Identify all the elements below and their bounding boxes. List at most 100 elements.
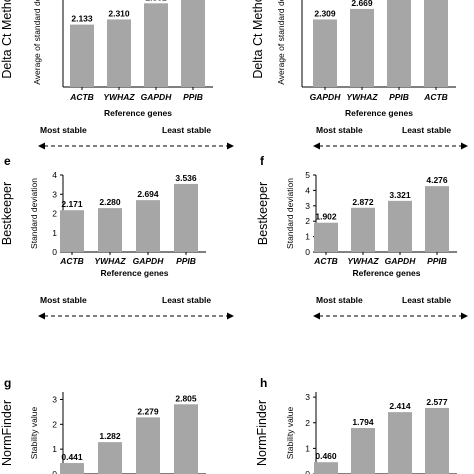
chart5-value-label-3: 2.279 (137, 406, 159, 416)
chart1-bar-3 (144, 3, 168, 87)
chart4-bar-2 (351, 207, 375, 252)
chart4-category-label-1: ACTB (313, 256, 338, 266)
chart5-bar-2 (98, 442, 122, 474)
chart5-panel-letter: g (4, 376, 11, 390)
chart6-bar-2 (351, 428, 375, 474)
chart5-value-label-2: 1.282 (99, 431, 121, 441)
chart5-row-label: NormFinder (0, 400, 14, 466)
chart5-y-tick-label-3: 3 (52, 394, 57, 404)
chart5-bar-1 (60, 463, 84, 474)
chart5-y-tick-label-1: 1 (52, 444, 57, 454)
chart3-category-label-1: ACTB (59, 256, 84, 266)
chart4-y-axis-label: Standard deviation (285, 178, 295, 249)
chart3-panel-letter: e (4, 154, 11, 168)
chart6-y-axis-label: Stability value (285, 407, 295, 460)
chart2-y-axis-label: Average of standard dev (276, 0, 286, 85)
chart4-value-label-4: 4.276 (426, 175, 448, 185)
chart5-value-label-4: 2.805 (175, 393, 197, 403)
chart1-value-label-3: 2.861 (145, 0, 167, 2)
chart2-bar-2 (350, 8, 374, 88)
chart3-arrow-right-icon (227, 312, 234, 320)
chart4-value-label-1: 1.902 (315, 212, 337, 222)
chart3-value-label-3: 2.694 (137, 189, 159, 199)
chart4-arrow-right-icon (461, 312, 468, 320)
chart3-y-tick-label-0: 0 (52, 247, 57, 257)
chart4-y-tick-label-5: 5 (305, 170, 310, 180)
chart3-value-label-2: 2.280 (99, 197, 121, 207)
chart3-y-tick-label-2: 2 (52, 209, 57, 219)
chart6-panel-letter: h (260, 376, 267, 390)
chart4-y-tick-label-1: 1 (305, 232, 310, 242)
chart6-bar-1 (314, 462, 338, 474)
chart5-bar-4 (174, 404, 198, 474)
chart5-y-tick-label-0: 0 (52, 469, 57, 474)
chart2-value-label-1: 2.309 (314, 8, 336, 18)
chart2-row-label: Delta Ct Method (251, 0, 265, 79)
chart3-bar-1 (60, 210, 84, 252)
chart6-y-tick-label-0: 0 (305, 469, 310, 474)
chart3-bar-2 (98, 208, 122, 252)
chart3-category-label-3: GAPDH (133, 256, 165, 266)
chart3-x-axis-label: Reference genes (100, 268, 168, 278)
chart6-value-label-3: 2.414 (389, 401, 411, 411)
chart4-y-tick-label-0: 0 (305, 247, 310, 257)
chart1-most-stable-label: Most stable (40, 125, 87, 135)
chart5-bar-3 (136, 417, 160, 474)
chart4-value-label-3: 3.321 (389, 190, 411, 200)
chart6-value-label-4: 2.577 (426, 397, 448, 407)
chart2-category-label-2: YWHAZ (346, 92, 378, 102)
chart4-category-label-3: GAPDH (385, 256, 417, 266)
chart1-arrow-right-icon (227, 142, 234, 150)
chart1-category-label-1: ACTB (69, 92, 94, 102)
chart3-bar-4 (174, 183, 198, 252)
chart2-category-label-3: PPIB (389, 92, 409, 102)
chart1-least-stable-label: Least stable (162, 125, 211, 135)
chart4-panel-letter: f (260, 154, 265, 168)
chart3-y-tick-label-4: 4 (52, 170, 57, 180)
chart4-row-label: Bestkeeper (256, 182, 270, 245)
chart5-y-axis-label: Stability value (29, 407, 39, 460)
chart6-bar-3 (388, 412, 412, 474)
chart2-category-label-1: GAPDH (310, 92, 342, 102)
chart4-y-tick-label-3: 3 (305, 201, 310, 211)
chart3-bar-3 (136, 200, 160, 252)
chart3-row-label: Bestkeeper (0, 182, 14, 245)
chart2-x-axis-label: Reference genes (345, 108, 413, 118)
chart1-x-axis-label: Reference genes (104, 108, 172, 118)
chart5-y-tick-label-2: 2 (52, 419, 57, 429)
chart1-bar-1 (70, 24, 94, 88)
chart1-category-label-2: YWHAZ (103, 92, 135, 102)
chart3-y-axis-label: Standard deviation (29, 178, 39, 249)
chart3-value-label-1: 2.171 (61, 199, 83, 209)
chart6-y-tick-label-1: 1 (305, 443, 310, 453)
chart2-arrow-right-icon (461, 142, 468, 150)
chart4-bar-4 (425, 186, 449, 252)
chart2-most-stable-label: Most stable (316, 125, 363, 135)
chart1-value-label-2: 2.310 (108, 8, 130, 18)
chart4-most-stable-label: Most stable (316, 295, 363, 305)
chart4-bar-1 (314, 222, 338, 252)
chart6-value-label-2: 1.794 (352, 417, 374, 427)
chart3-y-tick-label-3: 3 (52, 189, 57, 199)
chart1-category-label-3: GAPDH (141, 92, 173, 102)
chart6-y-tick-label-3: 3 (305, 392, 310, 402)
chart1-category-label-4: PPIB (183, 92, 203, 102)
chart3-arrow-left-icon (38, 312, 45, 320)
chart4-arrow-left-icon (313, 312, 320, 320)
chart6-y-tick-label-2: 2 (305, 418, 310, 428)
chart5-value-label-1: 0.441 (61, 452, 83, 462)
chart1-bar-2 (107, 19, 131, 87)
chart4-bar-3 (388, 200, 412, 252)
chart1-bar-4 (181, 0, 205, 88)
chart3-most-stable-label: Most stable (40, 295, 87, 305)
chart2-arrow-left-icon (313, 142, 320, 150)
chart4-category-label-4: PPIB (427, 256, 447, 266)
chart3-least-stable-label: Least stable (162, 295, 211, 305)
chart4-category-label-2: YWHAZ (347, 256, 379, 266)
chart2-bar-1 (313, 19, 337, 88)
chart4-y-tick-label-2: 2 (305, 216, 310, 226)
chart2-bar-3 (387, 0, 411, 88)
chart4-x-axis-label: Reference genes (352, 268, 420, 278)
chart1-arrow-left-icon (38, 142, 45, 150)
